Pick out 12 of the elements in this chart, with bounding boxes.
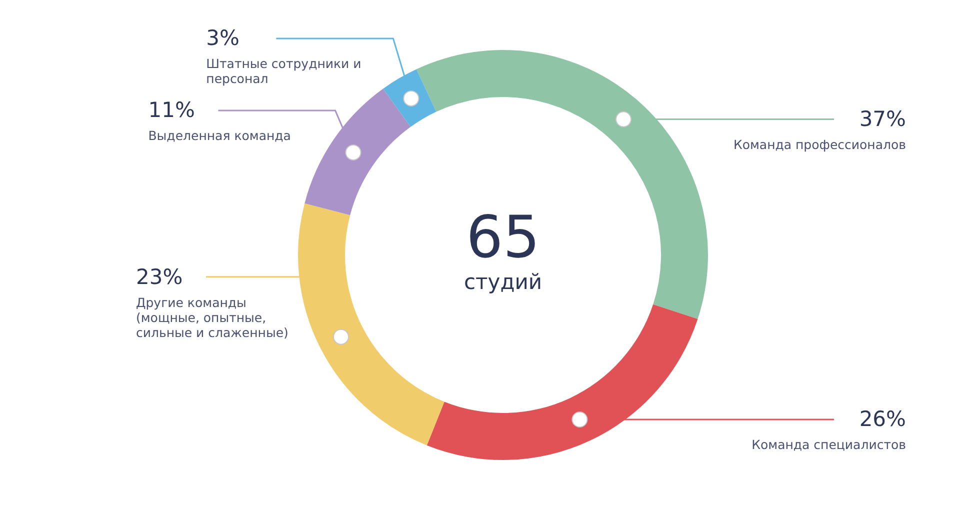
slice-label: Штатные сотрудники и персонал: [206, 56, 362, 86]
data-label: 26%: [858, 406, 906, 434]
slice-label: Выделенная команда: [148, 128, 292, 144]
slice-label: Команда профессионалов: [732, 137, 906, 152]
data-label: 3%: [206, 25, 240, 52]
slice-label: Другие команды (мощные, опытные, сильные и слаженные): [136, 294, 290, 340]
data-label: 23%: [136, 264, 184, 291]
data-label: 37%: [858, 106, 906, 134]
slice-label: Команда специалистов: [750, 437, 906, 452]
text: 65: [465, 203, 541, 271]
data-label: 11%: [148, 97, 196, 124]
text: студий: [462, 269, 544, 295]
